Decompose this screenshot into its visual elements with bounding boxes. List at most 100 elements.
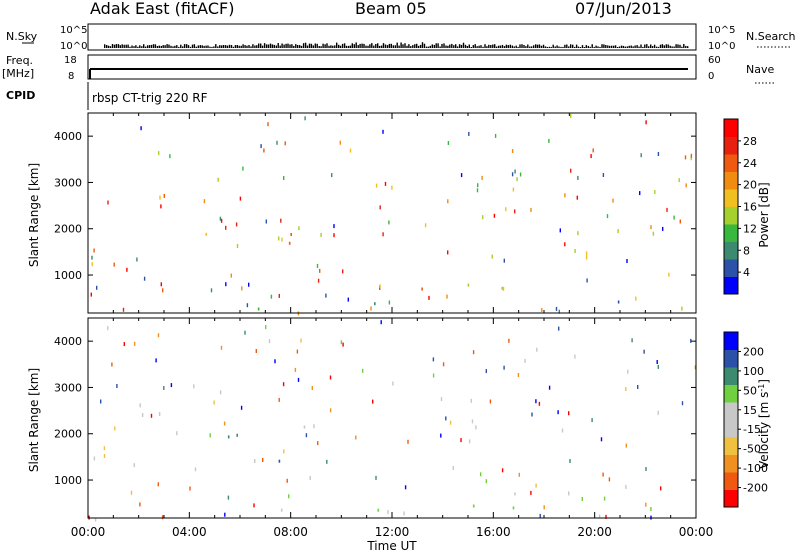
beam-title: Beam 05	[355, 0, 427, 18]
noise-cell	[160, 204, 162, 209]
x-tick-label: 12:00	[375, 525, 410, 539]
noise-cell	[189, 486, 191, 491]
nsky-bar	[158, 45, 160, 48]
noise-cell	[133, 341, 136, 346]
noise-cell	[278, 293, 280, 298]
noise-cell	[305, 433, 308, 438]
noise-cell	[223, 421, 226, 426]
nsky-bar	[308, 43, 311, 48]
nsky-bar	[119, 45, 121, 48]
nsky-bar	[470, 47, 472, 48]
nsky-bar	[636, 45, 638, 48]
noise-cell	[155, 358, 157, 363]
nsky-bar	[587, 45, 589, 48]
noise-cell	[581, 497, 583, 501]
nsky-bar	[443, 43, 445, 48]
nsky-bar	[306, 45, 309, 48]
noise-cell	[158, 151, 160, 156]
noise-cell	[236, 244, 239, 248]
noise-cell	[446, 294, 448, 299]
noise-cell	[605, 514, 607, 519]
data-cell	[514, 492, 516, 496]
nsky-bar	[544, 46, 547, 48]
noise-cell	[333, 233, 335, 238]
nsky-bar	[653, 44, 656, 48]
nsky-bar	[542, 44, 545, 48]
nsky-bar	[624, 46, 626, 48]
nsky-bar	[552, 44, 554, 48]
nsky-bar	[182, 46, 184, 48]
nsky-bar	[423, 43, 426, 48]
nsky-bar	[242, 44, 244, 48]
nsky-bar	[351, 43, 353, 48]
nsky-bar	[429, 45, 431, 48]
noise-cell	[372, 399, 374, 404]
noise-cell	[90, 292, 92, 297]
nsky-bar	[185, 44, 188, 48]
nsky-bar	[513, 46, 515, 48]
noise-cell	[543, 505, 545, 510]
nsky-bar	[538, 44, 541, 48]
nsky-bar	[577, 46, 580, 48]
noise-cell	[637, 385, 639, 389]
noise-cell	[424, 223, 427, 228]
colorbar-tick-label: -200	[743, 482, 768, 495]
noise-cell	[329, 408, 332, 413]
velocity-ylabel: Slant Range [km]	[27, 368, 41, 472]
noise-cell	[225, 282, 227, 287]
colorbar-tick-label: -100	[743, 462, 768, 475]
nsky-bar	[673, 46, 675, 48]
nsky-bar	[365, 45, 367, 48]
nsky-bar	[330, 45, 332, 48]
noise-cell	[518, 472, 520, 477]
nsky-bar	[222, 45, 225, 48]
noise-cell	[485, 369, 487, 374]
nsky-bar	[642, 46, 644, 48]
noise-cell	[468, 439, 471, 444]
noise-cell	[278, 236, 280, 241]
nsky-bar	[535, 44, 537, 48]
data-cell	[377, 508, 380, 512]
noise-cell	[313, 424, 315, 429]
nsky-bar	[336, 42, 338, 48]
nsky-bar	[106, 45, 108, 48]
noise-cell	[538, 401, 541, 406]
nsky-bar	[484, 44, 486, 48]
noise-cell	[485, 479, 487, 484]
nsky-bar	[326, 43, 328, 48]
cpid-program: rbsp CT-trig 220 RF	[92, 91, 208, 105]
nsky-bar	[363, 43, 365, 48]
nsky-bar	[215, 44, 217, 48]
nsky-bar	[367, 45, 369, 48]
nsky-bar	[554, 46, 556, 48]
noise-cell	[650, 225, 652, 230]
power-panel: 1000 2000 3000 4000 Slant Range [km]	[27, 112, 697, 316]
nsky-bar	[540, 45, 543, 48]
noise-cell	[503, 258, 505, 263]
x-tick-label: 20:00	[577, 525, 612, 539]
nsky-bar	[234, 45, 237, 48]
nsky-bar	[295, 44, 297, 48]
y-tick-label: 4000	[54, 130, 82, 143]
noise-cell	[541, 308, 543, 312]
noise-cell	[666, 207, 668, 212]
noise-cell	[379, 205, 381, 210]
noise-cell	[217, 177, 219, 182]
nsky-bar	[494, 44, 496, 48]
nsky-bar	[240, 45, 242, 48]
nsky-bar	[622, 45, 625, 48]
noise-cell	[470, 398, 472, 403]
noise-cell	[673, 215, 675, 220]
nsky-bar	[585, 45, 587, 48]
data-cell	[257, 307, 260, 311]
velocity-colorbar-label: Velocity [m s-1]	[757, 379, 772, 469]
nsky-bar	[458, 44, 461, 48]
nave-tick-top: 60	[708, 55, 721, 66]
data-cell	[303, 425, 306, 429]
nsky-bar	[168, 44, 170, 48]
nsky-bar	[531, 46, 533, 48]
noise-cell	[445, 416, 447, 421]
nsky-bar	[628, 45, 630, 48]
data-cell	[617, 300, 620, 304]
nsky-right-tick-bottom: 10^0	[708, 41, 735, 52]
